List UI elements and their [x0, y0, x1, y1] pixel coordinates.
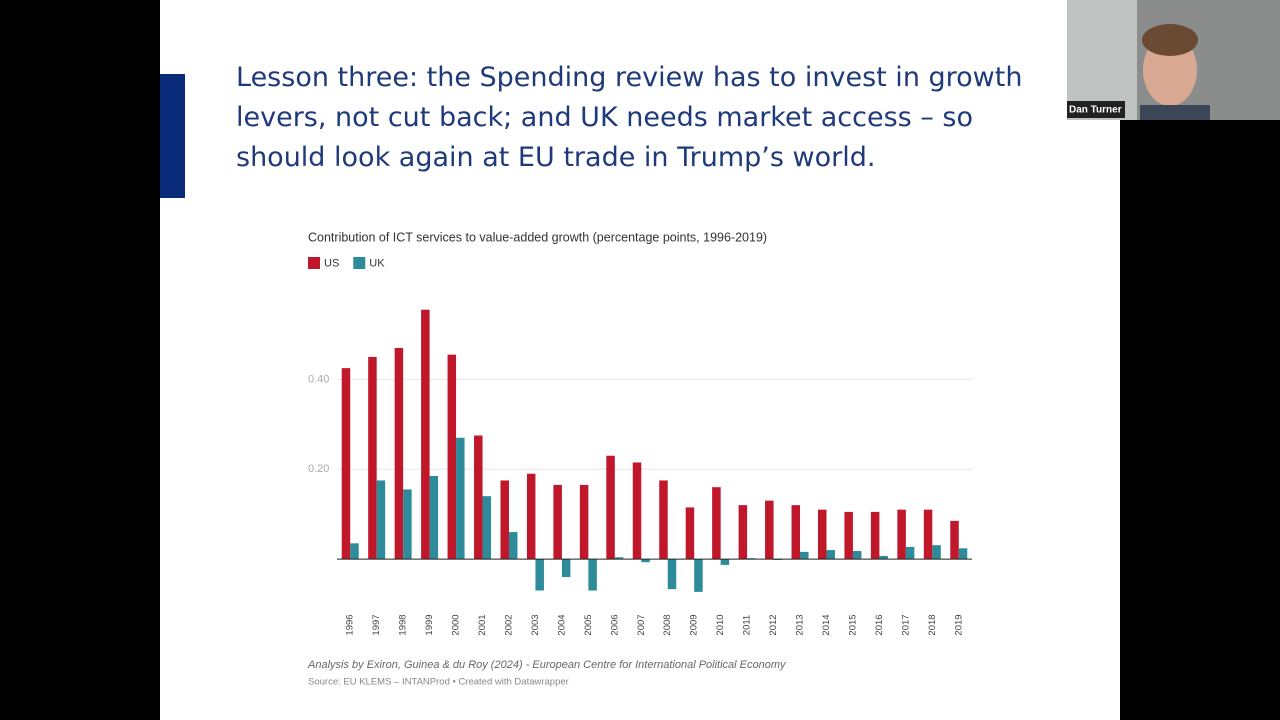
bar	[685, 507, 695, 560]
video-wall	[1067, 0, 1137, 120]
x-tick-label: 2019	[953, 614, 964, 635]
chart-note: Analysis by Exiron, Guinea & du Roy (202…	[307, 659, 787, 671]
bar	[950, 520, 959, 560]
bar	[500, 480, 509, 560]
x-tick-label: 2001	[477, 614, 488, 635]
x-tick-label: 2017	[900, 614, 911, 635]
x-tick-label: 2000	[451, 614, 462, 635]
x-tick-label: 1996	[345, 614, 356, 635]
bar	[394, 347, 404, 560]
legend-label: UK	[369, 257, 385, 269]
bar	[694, 559, 703, 592]
bar	[632, 462, 642, 560]
x-tick-label: 2004	[556, 614, 567, 635]
bar	[932, 545, 941, 560]
legend-swatch	[308, 257, 320, 269]
x-tick-label: 1998	[398, 614, 409, 635]
video-tile: Dan Turner	[1067, 0, 1280, 120]
bar	[447, 354, 457, 560]
bar	[350, 543, 359, 560]
bar	[897, 509, 906, 560]
accent-bar	[160, 74, 185, 198]
bar	[826, 550, 835, 560]
video-shirt	[1140, 105, 1210, 120]
bar	[765, 500, 774, 560]
chart-title: Contribution of ICT services to value-ad…	[308, 230, 767, 244]
slide-title: should look again at EU trade in Trump’s…	[236, 142, 875, 173]
x-tick-label: 2009	[689, 614, 700, 635]
x-tick-label: 2015	[847, 614, 858, 635]
slide-title: Lesson three: the Spending review has to…	[236, 62, 1022, 93]
bar	[800, 551, 809, 560]
bar	[579, 484, 589, 560]
legend-swatch	[353, 257, 366, 269]
bar	[474, 435, 483, 560]
x-tick-label: 2003	[530, 614, 541, 635]
bar	[482, 496, 492, 560]
slide-title: levers, not cut back; and UK needs marke…	[236, 102, 973, 133]
y-tick-label: 0.20	[308, 463, 329, 475]
y-tick-label: 0.40	[308, 373, 329, 385]
bar	[421, 309, 430, 560]
bar	[659, 480, 668, 560]
x-tick-label: 2012	[768, 614, 779, 635]
bar	[614, 557, 624, 560]
bar	[852, 550, 862, 560]
video-hair	[1142, 24, 1198, 56]
bar	[553, 484, 562, 560]
name-tag	[1067, 101, 1125, 118]
bar	[791, 505, 801, 560]
x-tick-label: 2007	[636, 614, 647, 635]
x-tick-label: 2008	[662, 614, 673, 635]
bar	[738, 505, 748, 560]
bar	[817, 509, 827, 560]
bar	[923, 509, 933, 560]
bar	[720, 559, 730, 565]
bar	[870, 511, 880, 560]
bar	[641, 559, 650, 563]
x-tick-label: 2016	[874, 614, 885, 635]
bar	[368, 356, 377, 560]
x-tick-label: 2014	[821, 614, 832, 635]
bar	[403, 489, 412, 560]
bar	[879, 555, 888, 560]
participant-name: Dan Turner	[1069, 105, 1122, 116]
x-tick-label: 2010	[715, 614, 726, 635]
bar	[667, 559, 677, 590]
bar	[712, 487, 721, 560]
x-tick-label: 1997	[371, 614, 382, 635]
x-tick-label: 2006	[609, 614, 620, 635]
x-tick-label: 2018	[927, 614, 938, 635]
x-tick-label: 1999	[424, 614, 435, 635]
bar	[508, 532, 518, 560]
bar	[456, 437, 465, 560]
bar	[844, 511, 853, 560]
bar	[561, 559, 571, 578]
chart-source: Source: EU KLEMS – INTANProd • Created w…	[308, 677, 569, 688]
bar	[535, 559, 544, 591]
bar	[958, 548, 968, 560]
bar	[429, 475, 439, 560]
bar	[905, 546, 915, 560]
bar	[606, 455, 615, 560]
slide	[160, 0, 1120, 720]
x-tick-label: 2011	[742, 615, 753, 635]
bar	[341, 368, 351, 560]
x-tick-label: 2002	[503, 614, 514, 635]
x-tick-label: 2005	[583, 614, 594, 635]
bar	[376, 480, 386, 560]
legend-label: US	[324, 257, 339, 269]
x-tick-label: 2013	[795, 614, 806, 635]
bar	[588, 559, 597, 591]
bar	[526, 473, 536, 560]
